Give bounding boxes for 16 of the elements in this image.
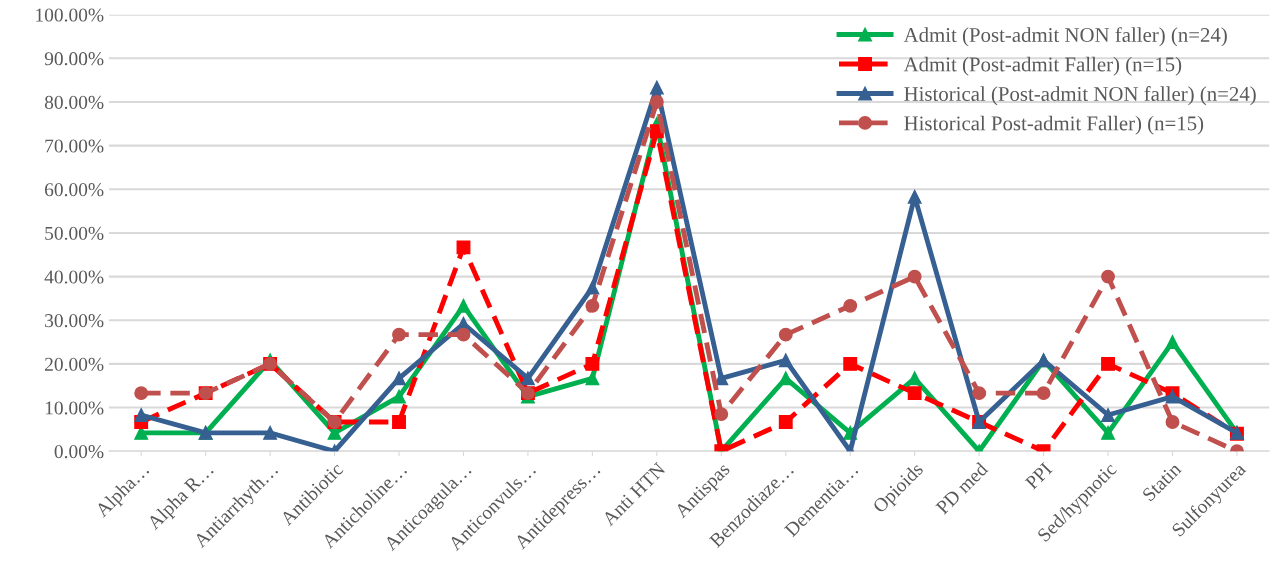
legend-label: Admit (Post-admit NON faller) (n=24) (903, 27, 1227, 47)
y-tick-label: 70.00% (45, 139, 104, 153)
y-tick-label: 100.00% (36, 8, 104, 22)
y-tick-label: 80.00% (44, 95, 104, 109)
legend-label: Historical Post-admit Faller) (n=15) (904, 115, 1204, 135)
y-tick-label: 20.00% (45, 357, 104, 371)
y-tick-label: 0.00% (54, 445, 104, 459)
y-tick-label: 60.00% (45, 183, 104, 197)
y-tick-label: 40.00% (44, 270, 104, 284)
y-tick-label: 90.00% (44, 52, 104, 66)
y-tick-label: 30.00% (45, 314, 104, 328)
legend-label: Historical (Post-admit NON faller) (n=24) (904, 86, 1256, 106)
y-tick-label: 10.00% (45, 401, 104, 415)
x-tick-label: PD med (934, 461, 989, 515)
legend-label: Admit (Post-admit Faller) (n=15) (903, 56, 1182, 76)
y-tick-label: 50.00% (45, 226, 104, 240)
